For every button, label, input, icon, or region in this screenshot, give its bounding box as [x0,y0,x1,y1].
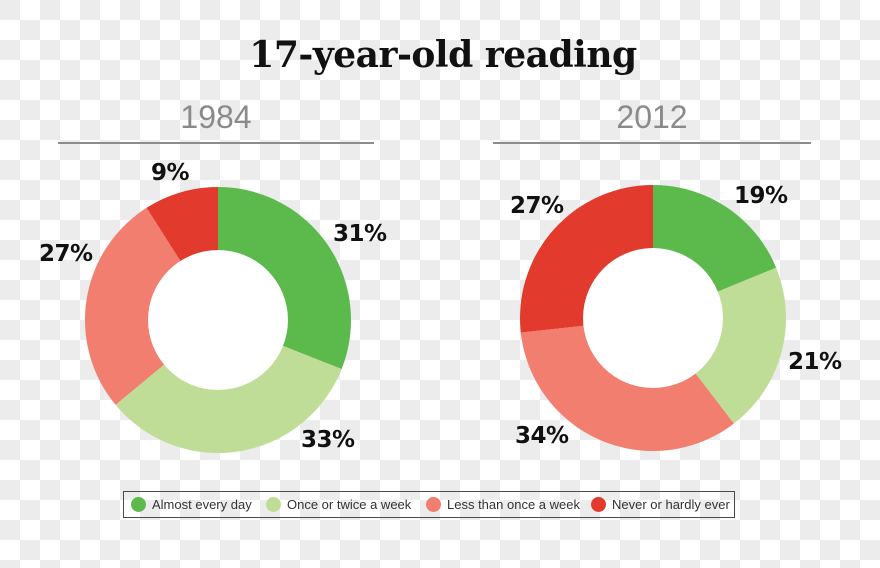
year-heading-2012: 2012 [616,99,688,135]
legend-label: Once or twice a week [287,497,412,512]
donut-chart-1984 [85,187,351,453]
legend-label: Never or hardly ever [612,497,730,512]
legend-item-less-than-once-week: Less than once a week [426,492,580,517]
legend-label: Less than once a week [447,497,580,512]
legend-item-once-twice-week: Once or twice a week [266,492,411,517]
legend-swatch-icon [591,497,606,512]
legend-swatch-icon [266,497,281,512]
donut-hole [583,248,723,388]
slice-label-almost-every-day-2012: 19% [734,183,788,209]
slice-label-never-hardly-ever-2012: 27% [510,193,564,219]
slice-label-never-hardly-ever-1984: 9% [151,160,190,186]
year-divider-2012 [493,142,811,144]
legend-item-almost-every-day: Almost every day [131,492,252,517]
legend-item-never-hardly-ever: Never or hardly ever [591,492,730,517]
chart-legend: Almost every day Once or twice a week Le… [123,491,735,518]
slice-label-almost-every-day-1984: 31% [333,221,387,247]
slice-label-less-than-once-week-2012: 34% [515,423,569,449]
slice-label-once-twice-week-1984: 33% [301,427,355,453]
legend-swatch-icon [426,497,441,512]
legend-label: Almost every day [152,497,252,512]
year-divider-1984 [58,142,374,144]
year-heading-1984: 1984 [180,99,252,135]
slice-label-less-than-once-week-1984: 27% [39,241,93,267]
chart-title: 17-year-old reading [249,34,637,76]
slice-label-once-twice-week-2012: 21% [788,349,842,375]
legend-swatch-icon [131,497,146,512]
donut-chart-2012 [520,185,786,451]
donut-hole [148,250,288,390]
